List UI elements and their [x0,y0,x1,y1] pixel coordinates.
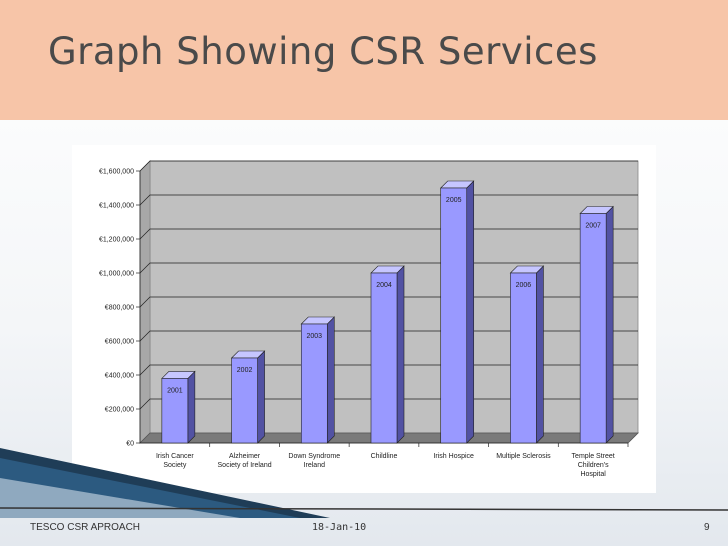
x-category-label: Down Syndrome [288,453,340,460]
x-category-label: Irish Hospice [433,453,474,460]
x-category-label: Temple Street [572,453,615,460]
bar-side [257,350,265,444]
gridline [139,194,638,206]
gridline [139,330,638,342]
bar [231,357,258,444]
chart-frame: €0 €200,000 €400,000 €600,000 €800,000 €1,000… [72,145,656,493]
x-category-label: Ireland [304,462,326,469]
gridline [139,262,638,274]
bar-side [536,265,544,444]
bar-data-label: 2001 [167,387,183,394]
y-tick-label: €1,400,000 [99,203,134,210]
x-category-label: Society [163,462,186,469]
gridline [139,398,638,410]
y-tick-label: €1,600,000 [99,169,134,176]
y-tick-label: €800,000 [105,305,134,312]
footer-presentation-name: TESCO CSR APROACH [30,522,141,533]
x-category-label: Multiple Sclerosis [496,453,551,460]
bar-data-label: 2006 [516,282,532,289]
gridline [139,160,638,172]
bar [440,187,468,444]
footer-decoration [0,448,728,518]
y-tick-label: €400,000 [105,373,134,380]
footer-page-number: 9 [704,522,710,533]
bar [161,378,189,444]
bar [370,272,398,444]
title-band [0,0,728,120]
bar-side [326,316,335,444]
bar-side [466,180,475,444]
gridline [139,364,638,376]
y-tick-label: €1,000,000 [99,271,134,278]
bar-data-label: 2002 [237,367,253,374]
x-category-label: Childline [371,453,398,460]
bar-data-label: 2003 [306,333,322,340]
y-tick-label: €600,000 [105,339,134,346]
bar-side [187,370,196,444]
bar-data-label: 2005 [446,197,462,204]
gridline [139,228,638,240]
footer-date: 18-Jan-10 [312,522,367,533]
x-category-label: Irish Cancer [156,453,194,460]
bar [300,323,328,444]
bar-data-label: 2004 [376,282,392,289]
bar-side [605,205,614,444]
y-tick-label: €200,000 [105,407,134,414]
x-category-label: Hospital [580,471,606,478]
bar [510,272,537,444]
bar-data-label: 2007 [585,223,601,230]
x-category-label: Alzheimer [229,453,261,460]
y-tick-label: €0 [126,441,134,448]
x-category-label: Children's [578,462,609,469]
slide-title: Graph Showing CSR Services [48,30,598,73]
bar-side [396,265,405,444]
y-tick-label: €1,200,000 [99,237,134,244]
bar-chart: €0 €200,000 €400,000 €600,000 €800,000 €1,000… [99,160,639,478]
bar [579,213,607,444]
x-category-label: Society of Ireland [218,462,272,469]
gridline [139,296,638,308]
